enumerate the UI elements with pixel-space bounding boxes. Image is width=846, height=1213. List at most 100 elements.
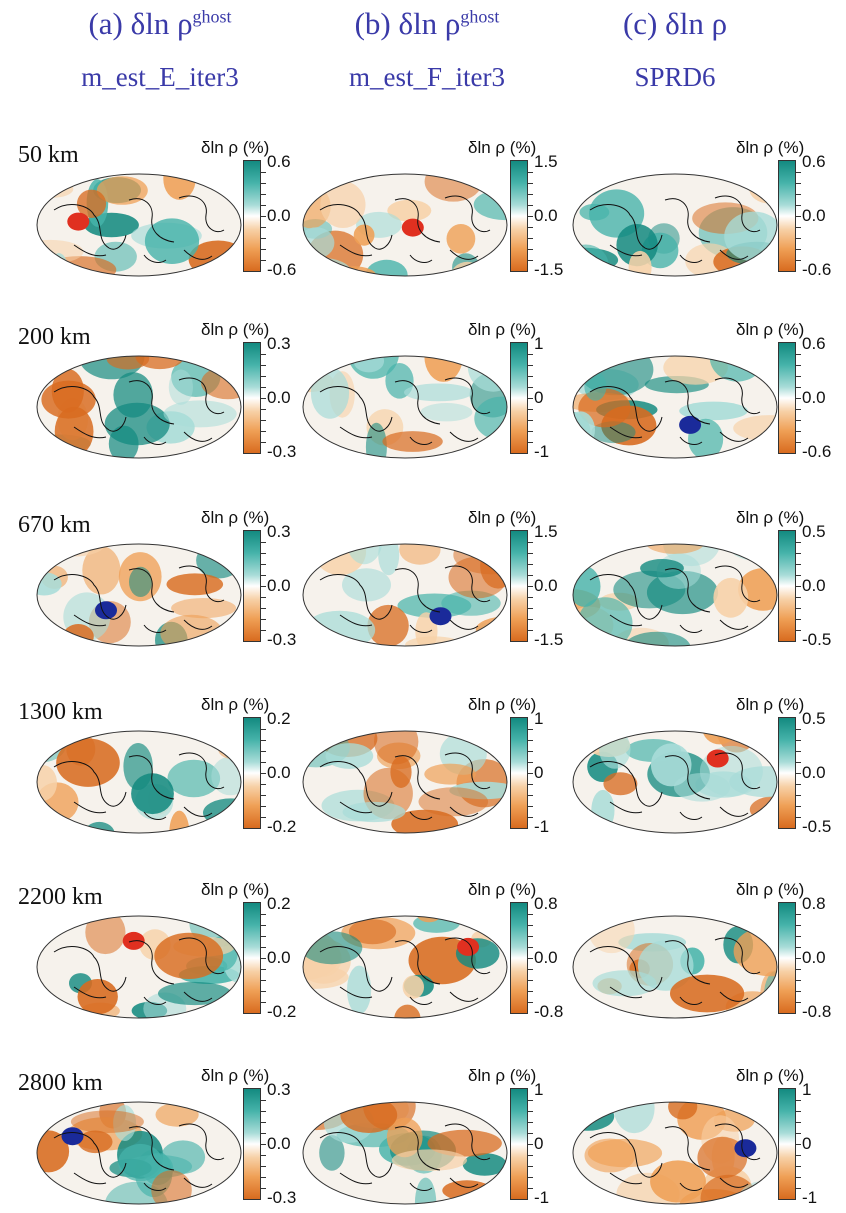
colorbar	[243, 530, 266, 642]
colorbar-minor-tick	[795, 958, 801, 959]
colorbar-minor-tick	[260, 376, 266, 377]
colorbar-minor-tick	[795, 630, 801, 631]
colorbar-minor-tick	[527, 260, 533, 261]
colorbar-minor-tick	[260, 608, 266, 609]
colorbar-minor-tick	[260, 958, 266, 959]
colorbar-minor-tick	[795, 1133, 801, 1134]
colorbar-minor-tick	[260, 969, 266, 970]
colorbar-minor-tick	[795, 216, 801, 217]
colorbar-minor-tick	[260, 183, 266, 184]
colorbar-minor-tick	[795, 1122, 801, 1123]
tomography-map	[570, 352, 780, 467]
colorbar-tick-label: 0.6	[802, 152, 826, 171]
colorbar-minor-tick	[260, 194, 266, 195]
colorbar	[510, 160, 533, 272]
colorbar-minor-tick	[527, 409, 533, 410]
colorbar-minor-tick	[527, 619, 533, 620]
colorbar-minor-tick	[527, 354, 533, 355]
tomography-map	[300, 352, 510, 467]
colorbar-minor-tick	[260, 980, 266, 981]
column-a-title-text: (a) δln ρ	[88, 6, 193, 41]
colorbar-minor-tick	[260, 1188, 266, 1189]
colorbar	[243, 1088, 266, 1200]
colorbar-minor-tick	[260, 740, 266, 741]
column-a-title: (a) δln ρghost	[25, 6, 295, 42]
colorbar-tick-label: 0.5	[802, 709, 826, 728]
colorbar-minor-tick	[260, 354, 266, 355]
colorbar-minor-tick	[527, 442, 533, 443]
colorbar-minor-tick	[527, 1133, 533, 1134]
colorbar-title: δln ρ (%)	[201, 1066, 270, 1085]
colorbar-title: δln ρ (%)	[201, 320, 270, 339]
colorbar-minor-tick	[527, 991, 533, 992]
colorbar-minor-tick	[260, 1155, 266, 1156]
colorbar-minor-tick	[795, 1177, 801, 1178]
tomography-map	[570, 1098, 780, 1213]
colorbar-minor-tick	[527, 947, 533, 948]
depth-label: 200 km	[18, 324, 91, 350]
tomography-map	[570, 727, 780, 842]
column-a-title-sup: ghost	[192, 6, 232, 27]
colorbar-tick-label: -0.3	[267, 1188, 297, 1207]
colorbar-title: δln ρ (%)	[468, 695, 537, 714]
colorbar-tick-label: -1	[534, 442, 550, 461]
colorbar-tick-label: 0.8	[802, 894, 826, 913]
colorbar-minor-tick	[260, 249, 266, 250]
colorbar-minor-tick	[795, 751, 801, 752]
colorbar-minor-tick	[527, 586, 533, 587]
colorbar-minor-tick	[260, 431, 266, 432]
colorbar-minor-tick	[260, 1002, 266, 1003]
colorbar-title: δln ρ (%)	[468, 1066, 537, 1085]
colorbar-tick-label: -1	[534, 817, 550, 836]
colorbar-minor-tick	[527, 969, 533, 970]
colorbar-minor-tick	[527, 630, 533, 631]
colorbar-minor-tick	[260, 172, 266, 173]
colorbar-minor-tick	[795, 597, 801, 598]
colorbar	[243, 717, 266, 829]
colorbar-title: δln ρ (%)	[201, 138, 270, 157]
colorbar-minor-tick	[795, 914, 801, 915]
depth-label: 2200 km	[18, 884, 103, 910]
colorbar-tick-label: 0.0	[534, 948, 558, 967]
colorbar-minor-tick	[527, 249, 533, 250]
colorbar-minor-tick	[260, 442, 266, 443]
colorbar-title: δln ρ (%)	[736, 138, 805, 157]
colorbar	[778, 342, 801, 454]
colorbar-tick-label: -0.3	[267, 442, 297, 461]
colorbar-title: δln ρ (%)	[736, 320, 805, 339]
colorbar	[510, 717, 533, 829]
colorbar	[778, 717, 801, 829]
tomography-map	[570, 170, 780, 285]
colorbar-minor-tick	[260, 1177, 266, 1178]
colorbar-minor-tick	[260, 238, 266, 239]
colorbar-minor-tick	[527, 172, 533, 173]
colorbar-minor-tick	[527, 729, 533, 730]
colorbar-minor-tick	[795, 194, 801, 195]
tomography-map	[34, 352, 244, 467]
colorbar-minor-tick	[795, 980, 801, 981]
colorbar	[778, 530, 801, 642]
colorbar-minor-tick	[795, 936, 801, 937]
colorbar-tick-label: 0.0	[267, 576, 291, 595]
colorbar-tick-label: -1.5	[534, 260, 564, 279]
colorbar-minor-tick	[260, 387, 266, 388]
colorbar-minor-tick	[527, 958, 533, 959]
colorbar-minor-tick	[260, 914, 266, 915]
colorbar-tick-label: -1.5	[534, 630, 564, 649]
colorbar-tick-label: 1.5	[534, 152, 558, 171]
colorbar-minor-tick	[527, 387, 533, 388]
colorbar-tick-label: -0.2	[267, 1002, 297, 1021]
colorbar-minor-tick	[260, 630, 266, 631]
colorbar-minor-tick	[527, 194, 533, 195]
colorbar-minor-tick	[795, 1100, 801, 1101]
colorbar-minor-tick	[260, 773, 266, 774]
colorbar-title: δln ρ (%)	[468, 508, 537, 527]
colorbar-minor-tick	[260, 216, 266, 217]
colorbar-title: δln ρ (%)	[736, 508, 805, 527]
tomography-map	[34, 540, 244, 655]
colorbar-minor-tick	[527, 227, 533, 228]
colorbar-tick-label: 1	[534, 334, 544, 353]
colorbar-tick-label: 0.3	[267, 1080, 291, 1099]
colorbar-minor-tick	[260, 586, 266, 587]
colorbar-tick-label: -0.6	[802, 260, 832, 279]
